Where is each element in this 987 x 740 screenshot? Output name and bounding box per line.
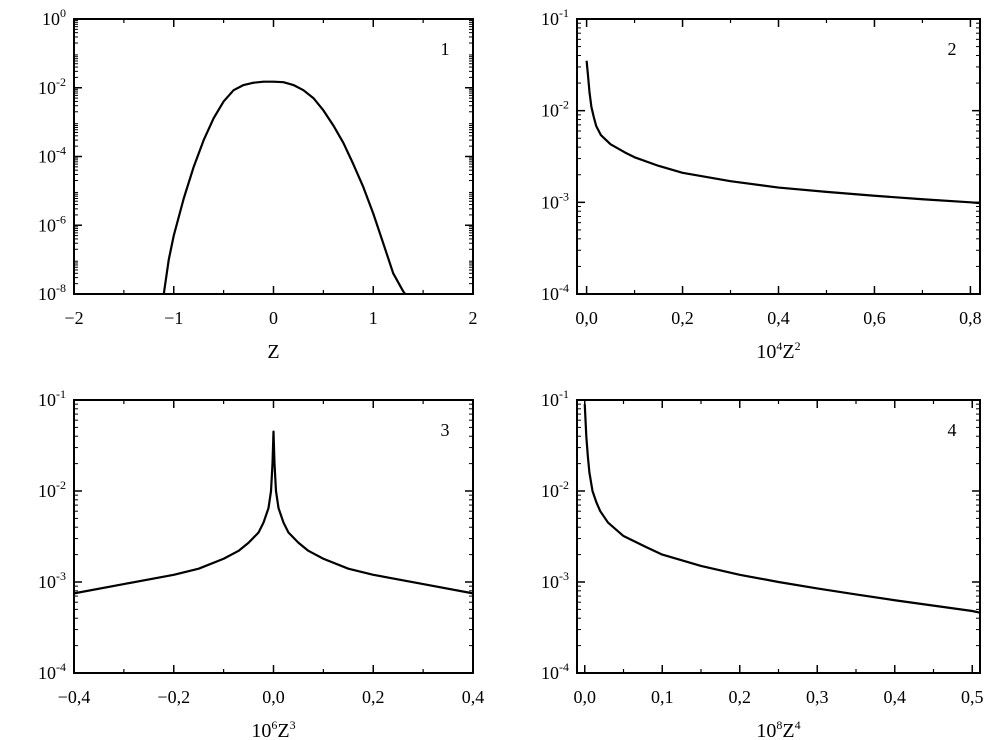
y-tick-label: 10-3 xyxy=(541,569,569,592)
panel-number-label: 2 xyxy=(948,39,957,59)
y-tick-label: 10-4 xyxy=(541,281,569,304)
plot-frame xyxy=(73,18,474,295)
panel-1: −2 −1 0 1 2 10-8 10-6 10-4 10-2 100 1 Z xyxy=(38,6,478,363)
x-tick-label: 0,4 xyxy=(884,687,907,707)
y-tick-label: 10-1 xyxy=(38,387,66,410)
x-tick-label: 1 xyxy=(369,308,378,328)
x-tick-label: −2 xyxy=(64,308,83,328)
y-tick-label: 10-2 xyxy=(38,75,66,98)
y-tick-label: 10-2 xyxy=(541,98,569,121)
y-tick-label: 10-4 xyxy=(38,144,66,167)
x-tick-label: −1 xyxy=(164,308,183,328)
data-curve-series-0 xyxy=(583,404,981,614)
x-tick-label: 0,0 xyxy=(262,687,285,707)
y-tick-label: 10-1 xyxy=(541,387,569,410)
x-tick-label: 0,2 xyxy=(362,687,385,707)
data-curve-series-0 xyxy=(73,430,474,595)
y-tick-label: 10-3 xyxy=(38,569,66,592)
panel-number-label: 1 xyxy=(441,39,450,59)
x-tick-label: −0,4 xyxy=(58,687,91,707)
panel-number-label: 4 xyxy=(948,420,957,440)
x-tick-label: 0,8 xyxy=(959,308,982,328)
x-axis-title: 106Z3 xyxy=(251,718,295,740)
y-tick-label: 10-6 xyxy=(38,212,66,235)
x-axis-title: Z xyxy=(267,341,279,363)
x-tick-label: 0 xyxy=(269,308,278,328)
y-tick-label: 10-8 xyxy=(38,281,66,304)
x-tick-label: −0,2 xyxy=(157,687,190,707)
x-tick-label: 0,4 xyxy=(767,308,790,328)
x-axis-title: 104Z2 xyxy=(756,339,800,363)
x-tick-label: 0,5 xyxy=(961,687,984,707)
x-tick-label: 0,6 xyxy=(863,308,886,328)
plot-frame xyxy=(576,18,981,295)
y-tick-label: 10-4 xyxy=(541,660,569,683)
x-tick-label: 0,2 xyxy=(671,308,694,328)
y-tick-label: 10-1 xyxy=(541,6,569,29)
panel-4: 0,0 0,1 0,2 0,3 0,4 0,5 10-4 10-3 10-2 10-1 4 108Z4 xyxy=(541,387,984,740)
x-tick-label: 0,0 xyxy=(574,687,597,707)
panel-2: 0,0 0,2 0,4 0,6 0,8 10-4 10-3 10-2 10-1 2 104Z2 xyxy=(541,6,982,363)
x-tick-label: 2 xyxy=(469,308,478,328)
x-tick-label: 0,3 xyxy=(806,687,829,707)
y-tick-label: 10-2 xyxy=(541,478,569,501)
x-axis-title: 108Z4 xyxy=(756,718,800,740)
x-tick-label: 0,4 xyxy=(462,687,485,707)
y-tick-label: 100 xyxy=(42,6,66,29)
y-tick-label: 10-2 xyxy=(38,478,66,501)
panel-3: −0,4 −0,2 0,0 0,2 0,4 10-4 10-3 10-2 10-1 3 106Z3 xyxy=(38,387,484,740)
x-tick-label: 0,2 xyxy=(729,687,752,707)
x-tick-label: 0,0 xyxy=(575,308,598,328)
data-curve-series-0 xyxy=(585,60,981,205)
y-tick-label: 10-4 xyxy=(38,660,66,683)
panel-number-label: 3 xyxy=(441,420,450,440)
data-curve-series-0 xyxy=(162,80,407,295)
y-tick-label: 10-3 xyxy=(541,189,569,212)
plot-frame xyxy=(576,399,981,674)
x-tick-label: 0,1 xyxy=(651,687,674,707)
